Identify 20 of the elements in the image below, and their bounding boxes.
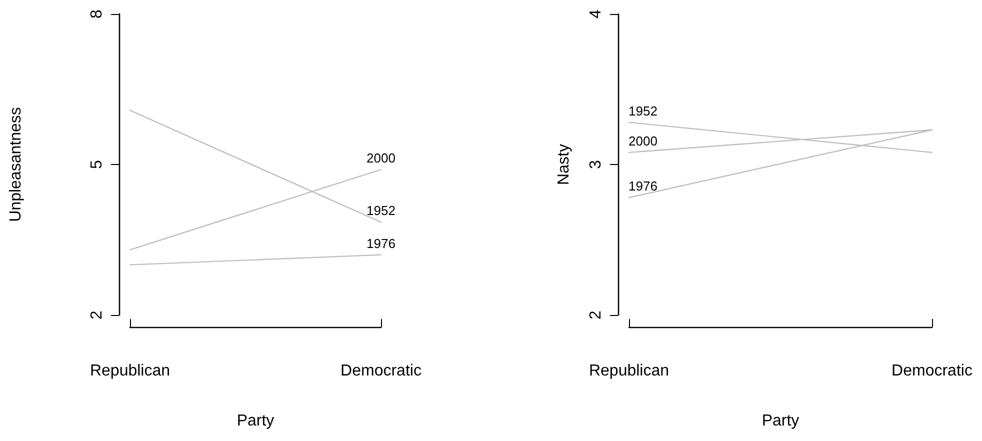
series-label: 1952 bbox=[366, 203, 396, 218]
y-tick-label: 4 bbox=[588, 9, 604, 18]
series-label: 1976 bbox=[366, 236, 396, 251]
y-tick-label: 2 bbox=[88, 310, 106, 320]
x-axis-title: Party bbox=[762, 412, 800, 430]
x-tick-label: Democratic bbox=[340, 362, 422, 380]
x-tick-label: Republican bbox=[90, 362, 170, 380]
y-tick-label: 8 bbox=[88, 9, 106, 18]
y-axis-title: Nasty bbox=[556, 144, 572, 185]
x-axis-title: Party bbox=[236, 412, 274, 430]
series-label: 1952 bbox=[628, 103, 658, 118]
x-tick-label: Republican bbox=[588, 362, 670, 380]
series-label: 2000 bbox=[366, 150, 396, 166]
y-tick-label: 5 bbox=[88, 160, 106, 169]
series-label: 1976 bbox=[628, 178, 658, 194]
y-tick-label: 2 bbox=[588, 310, 604, 320]
y-tick-label: 3 bbox=[588, 160, 604, 169]
x-tick-label: Democratic bbox=[892, 362, 972, 380]
y-axis-title: Unpleasantness bbox=[8, 107, 24, 222]
series-label: 2000 bbox=[628, 133, 658, 148]
